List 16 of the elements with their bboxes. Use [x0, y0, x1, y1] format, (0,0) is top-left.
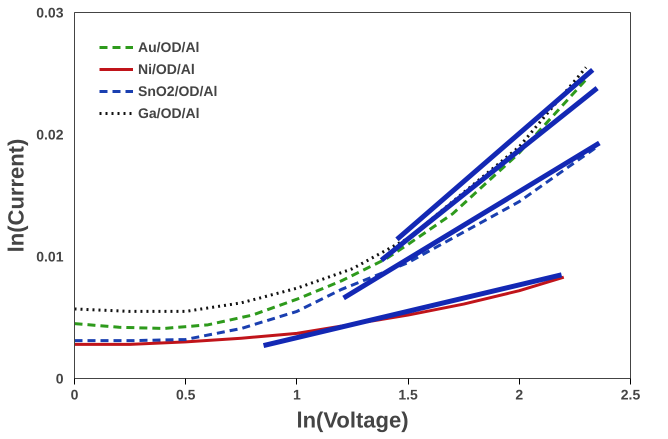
x-tick-label: 0.5	[176, 386, 196, 402]
legend-label: Au/OD/Al	[138, 39, 200, 55]
legend-label: Ni/OD/Al	[138, 61, 195, 77]
x-tick-label: 2.5	[620, 386, 640, 402]
x-tick-label: 0	[70, 386, 79, 402]
x-axis-title: ln(Voltage)	[296, 408, 409, 432]
y-tick-label: 0	[56, 370, 64, 386]
legend-label: Ga/OD/Al	[138, 105, 200, 121]
x-tick-label: 2	[515, 386, 524, 402]
x-tick-label: 1.5	[398, 386, 418, 402]
x-tick-label: 1	[293, 386, 302, 402]
legend-label: SnO2/OD/Al	[138, 83, 218, 99]
y-tick-label: 0.01	[36, 248, 64, 264]
y-axis-title: ln(Current)	[3, 138, 28, 252]
y-tick-label: 0.03	[36, 4, 64, 20]
y-tick-label: 0.02	[36, 126, 64, 142]
